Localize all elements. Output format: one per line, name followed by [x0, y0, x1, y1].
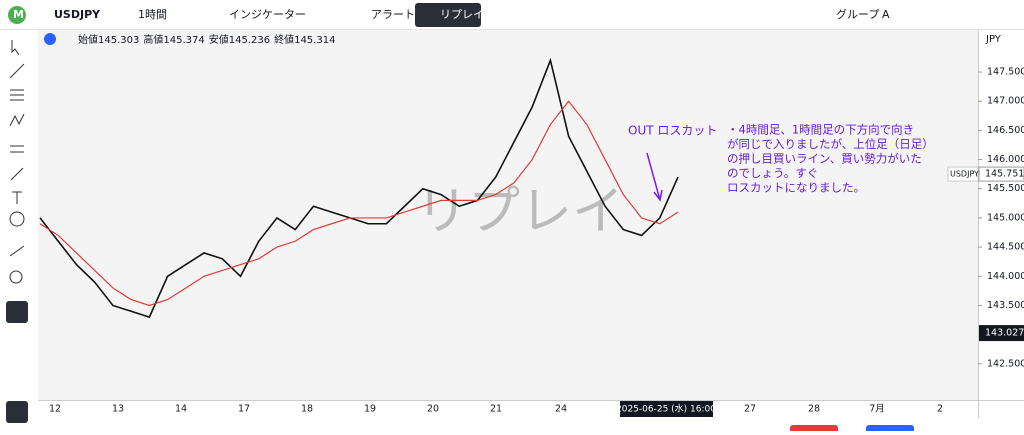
group[interactable]: グループ [836, 7, 879, 21]
x-tick-label: 20 [427, 404, 439, 415]
x-tick-label: 13 [112, 404, 124, 415]
ohlc-legend: 始値145.303 高値145.374 安値145.236 終値145.314 [78, 33, 335, 46]
y-tick-label: 145.000 [987, 212, 1024, 223]
y-tick-label: 144.000 [987, 271, 1024, 282]
y-tick-label: 147.000 [987, 96, 1024, 107]
watermark: リプレイ [416, 182, 624, 242]
ohlc-item: 始値145.303 [78, 33, 139, 46]
note-line: のでしょう。すぐ [727, 166, 818, 180]
note-line: ロスカットになりました。 [727, 181, 865, 195]
crosshair-price-box [979, 325, 1024, 342]
y-tick-label: 142.500 [987, 358, 1024, 369]
x-tick-label: 7月 [869, 404, 885, 415]
ohlc-item: 終値145.314 [274, 33, 335, 46]
crosshair-price: 143.027 [985, 328, 1024, 339]
fib-tool[interactable] [10, 89, 24, 101]
y-tick-label: 147.500 [987, 67, 1024, 78]
crosshair-time-box [620, 401, 713, 417]
logo-letter: M [13, 8, 24, 21]
y-tick-label: 144.500 [987, 242, 1024, 253]
symbol-tag-text: USDJPY [950, 170, 979, 179]
link-tool[interactable] [6, 401, 28, 423]
symbol-tag [947, 166, 979, 182]
logo[interactable] [8, 6, 26, 24]
line-tool[interactable] [9, 63, 25, 79]
replay-button[interactable] [415, 3, 481, 27]
y-tick-label: 146.000 [987, 154, 1024, 165]
x-tick-label: 24 [555, 404, 567, 415]
x-tick-label: 2 [937, 404, 943, 415]
note-line: ・4時間足、1時間足の下方向で向き [727, 123, 914, 137]
x-tick-label: 18 [301, 404, 313, 415]
ohlc-item: 安値145.236 [209, 33, 270, 46]
zoom-tool[interactable] [9, 270, 23, 284]
last-price: 145.751 [985, 169, 1024, 180]
note-line: の押し目買いライン、買い勢力がいた [727, 152, 922, 166]
cursor-tool[interactable] [11, 40, 20, 56]
y-tick-label: 146.500 [987, 125, 1024, 136]
replay: リプレイ [440, 8, 484, 21]
x-tick-label: 12 [49, 404, 61, 415]
group-letter[interactable]: A [882, 8, 890, 21]
text-tool[interactable] [12, 191, 22, 204]
price-line [39, 57, 679, 319]
brush-tool[interactable] [10, 167, 24, 181]
symbol[interactable]: USDJPY [54, 8, 101, 21]
emoji-tool[interactable] [9, 211, 25, 227]
crosshair-time: 2025-06-25 (水) 16:00 [616, 403, 716, 415]
measure-tool[interactable] [10, 145, 24, 153]
buy-button[interactable] [866, 425, 914, 433]
x-tick-label: 19 [364, 404, 376, 415]
sell-button[interactable] [790, 425, 838, 433]
out-label: OUT ロスカット [628, 124, 717, 138]
chart-area [38, 30, 978, 400]
left-toolbar [6, 40, 28, 423]
last-price-box [978, 166, 1024, 182]
x-tick-label: 27 [744, 404, 756, 415]
replay-badge [44, 33, 56, 45]
interval[interactable]: 1時間 [138, 8, 167, 21]
currency: JPY [985, 34, 1002, 45]
x-tick-label: 17 [238, 404, 250, 415]
x-tick-label: 14 [175, 404, 187, 415]
magnet-tool[interactable] [6, 301, 28, 323]
arrow [646, 152, 663, 202]
indicators[interactable]: インジケーター [229, 8, 306, 21]
y-tick-label: 145.500 [987, 183, 1024, 194]
pattern-tool[interactable] [9, 113, 25, 127]
alert[interactable]: アラート [371, 8, 415, 21]
ohlc-item: 高値145.374 [143, 33, 204, 46]
x-tick-label: 28 [808, 404, 820, 415]
ruler-tool[interactable] [9, 245, 25, 257]
y-tick-label: 143.500 [987, 300, 1024, 311]
note-line: が同じで入りましたが、上位足（日足） [727, 137, 934, 151]
price-line [39, 100, 679, 307]
x-tick-label: 21 [490, 404, 502, 415]
